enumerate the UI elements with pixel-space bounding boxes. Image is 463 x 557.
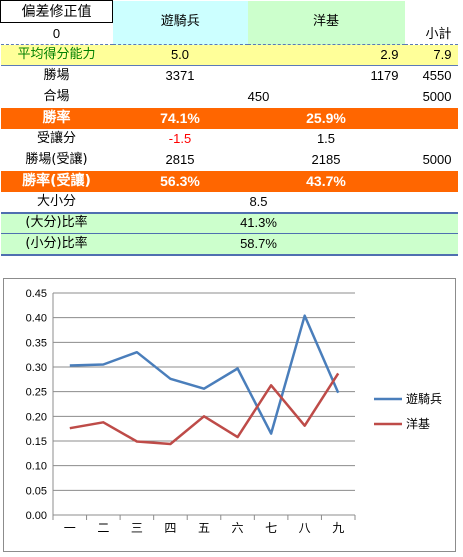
- chart-svg: 0.00 0.05 0.10 0.15 0.20 0.25 0.30 0.35 0.40 0.45…: [26, 288, 442, 535]
- header-title: 偏差修正值: [0, 0, 113, 23]
- under-value: 58.7%: [112, 233, 405, 256]
- x-tick-label: 六: [232, 521, 244, 535]
- avg-b: 2.9: [247, 44, 405, 66]
- team-a-header: 遊騎兵: [112, 0, 248, 45]
- y-tick-label: 0.40: [26, 313, 47, 325]
- ties-label: 合場: [43, 89, 70, 104]
- legend-label: 洋基: [406, 416, 430, 431]
- wins-handicap-total: 5000: [422, 152, 452, 167]
- y-tick-label: 0.20: [26, 411, 47, 423]
- over-value: 41.3%: [112, 212, 405, 234]
- team-b-header: 洋基: [247, 0, 405, 45]
- wins-handicap-a: 2815: [165, 152, 195, 167]
- winrate-b: 25.9%: [247, 107, 405, 129]
- x-tick-label: 二: [97, 521, 109, 535]
- over-label: (大分)比率: [0, 212, 113, 234]
- winrate-handicap-b: 43.7%: [247, 170, 405, 192]
- wins-b: 1179: [370, 68, 399, 84]
- x-tick-label: 九: [332, 521, 344, 535]
- handicap-a: -1.5: [168, 131, 192, 146]
- subtotal-header: 小計: [425, 27, 452, 42]
- y-tick-label: 0.35: [26, 337, 47, 349]
- x-tick-label: 七: [265, 521, 277, 535]
- stats-table: 偏差修正值 遊騎兵 洋基 小計 0 平均得分能力 5.0 2.9 7.9 勝場 …: [0, 0, 458, 256]
- y-tick-label: 0.45: [26, 288, 47, 300]
- avg-total: 7.9: [404, 44, 458, 66]
- x-tick-label: 五: [198, 521, 210, 535]
- series-line-2: [69, 372, 340, 446]
- y-tick-label: 0.05: [26, 485, 47, 497]
- x-tick-label: 八: [299, 521, 311, 535]
- x-tick-label: 一: [64, 521, 76, 535]
- x-tick-label: 四: [164, 521, 176, 535]
- offset-value: 0: [52, 25, 61, 41]
- y-tick-label: 0.25: [26, 387, 47, 399]
- winrate-handicap-label: 勝率(受讓): [0, 170, 113, 192]
- wins-total: 4550: [422, 68, 452, 84]
- winrate-label: 勝率: [0, 107, 113, 129]
- legend-label: 遊騎兵: [406, 391, 442, 406]
- y-tick-label: 0.00: [26, 510, 47, 522]
- winrate-handicap-a: 56.3%: [112, 170, 248, 192]
- y-tick-label: 0.15: [26, 436, 47, 448]
- handicap-b: 1.5: [316, 131, 336, 146]
- handicap-label: 受讓分: [36, 131, 76, 146]
- ou-label: 大小分: [0, 191, 113, 214]
- line-chart: 0.00 0.05 0.10 0.15 0.20 0.25 0.30 0.35 0.40 0.45…: [3, 278, 456, 552]
- ties-value: 450: [247, 89, 270, 104]
- y-tick-label: 0.10: [26, 461, 47, 473]
- avg-label: 平均得分能力: [0, 44, 113, 66]
- wins-handicap-b: 2185: [311, 152, 341, 167]
- x-tick-label: 三: [131, 521, 143, 535]
- y-tick-label: 0.30: [26, 362, 47, 374]
- wins-handicap-label: 勝場(受讓): [25, 152, 88, 167]
- ties-total: 5000: [422, 89, 452, 104]
- wins-a: 3371: [165, 68, 195, 84]
- under-label: (小分)比率: [0, 233, 113, 256]
- avg-a: 5.0: [112, 44, 248, 66]
- winrate-a: 74.1%: [112, 107, 248, 129]
- ou-value: 8.5: [112, 191, 405, 214]
- wins-label: 勝場: [43, 68, 70, 84]
